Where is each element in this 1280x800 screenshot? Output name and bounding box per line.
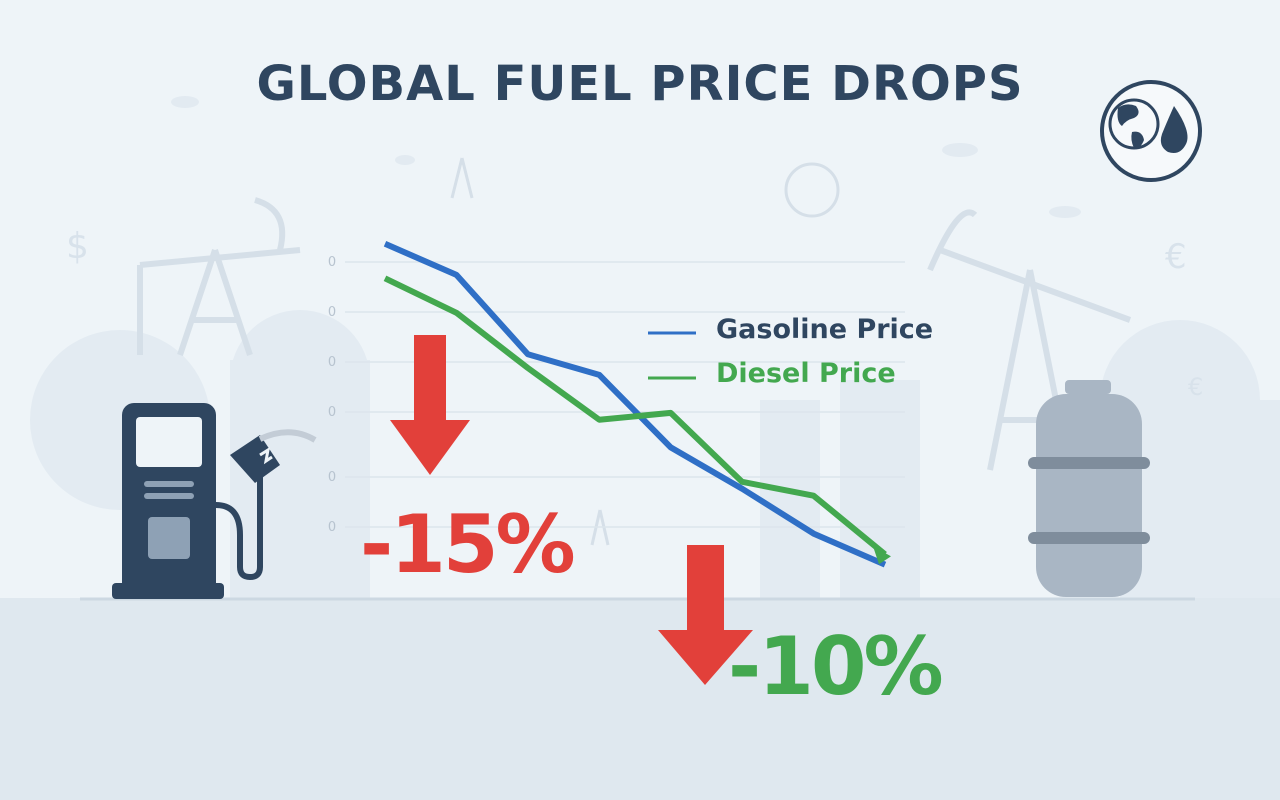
oil-pumpjack-icon xyxy=(137,197,301,356)
series-arrowhead xyxy=(873,546,891,565)
down-arrow-icon xyxy=(658,545,753,685)
globe-drop-icon xyxy=(1100,80,1202,182)
gas-tank-icon xyxy=(1028,380,1150,597)
y-tick-label: 0 xyxy=(327,520,337,535)
fuel-pump-icon xyxy=(112,403,317,599)
annotation-diesel-drop: -10% xyxy=(728,620,944,713)
oil-pumpjack-icon xyxy=(927,209,1132,471)
y-tick-label: 0 xyxy=(327,305,337,320)
legend-label-gasoline: Gasoline Price xyxy=(716,314,934,345)
chart-title: GLOBAL FUEL PRICE DROPS xyxy=(256,56,1024,112)
series-line-gasoline-price xyxy=(383,241,887,568)
annotation-gasoline-drop: -15% xyxy=(360,498,576,591)
legend-swatch-gasoline xyxy=(648,331,696,335)
y-tick-label: 0 xyxy=(327,405,337,420)
euro-icon: € xyxy=(1165,237,1187,277)
series-line-diesel-price xyxy=(383,275,887,557)
down-arrow-icon xyxy=(390,335,470,475)
y-tick-label: 0 xyxy=(327,355,337,370)
legend-label-diesel: Diesel Price xyxy=(716,358,896,389)
y-tick-label: 0 xyxy=(327,255,337,270)
series-layer xyxy=(383,241,891,568)
euro-icon: € xyxy=(1188,373,1203,401)
y-tick-label: 0 xyxy=(327,470,337,485)
legend-swatch-diesel xyxy=(648,376,696,380)
dollar-icon: $ xyxy=(66,226,89,267)
